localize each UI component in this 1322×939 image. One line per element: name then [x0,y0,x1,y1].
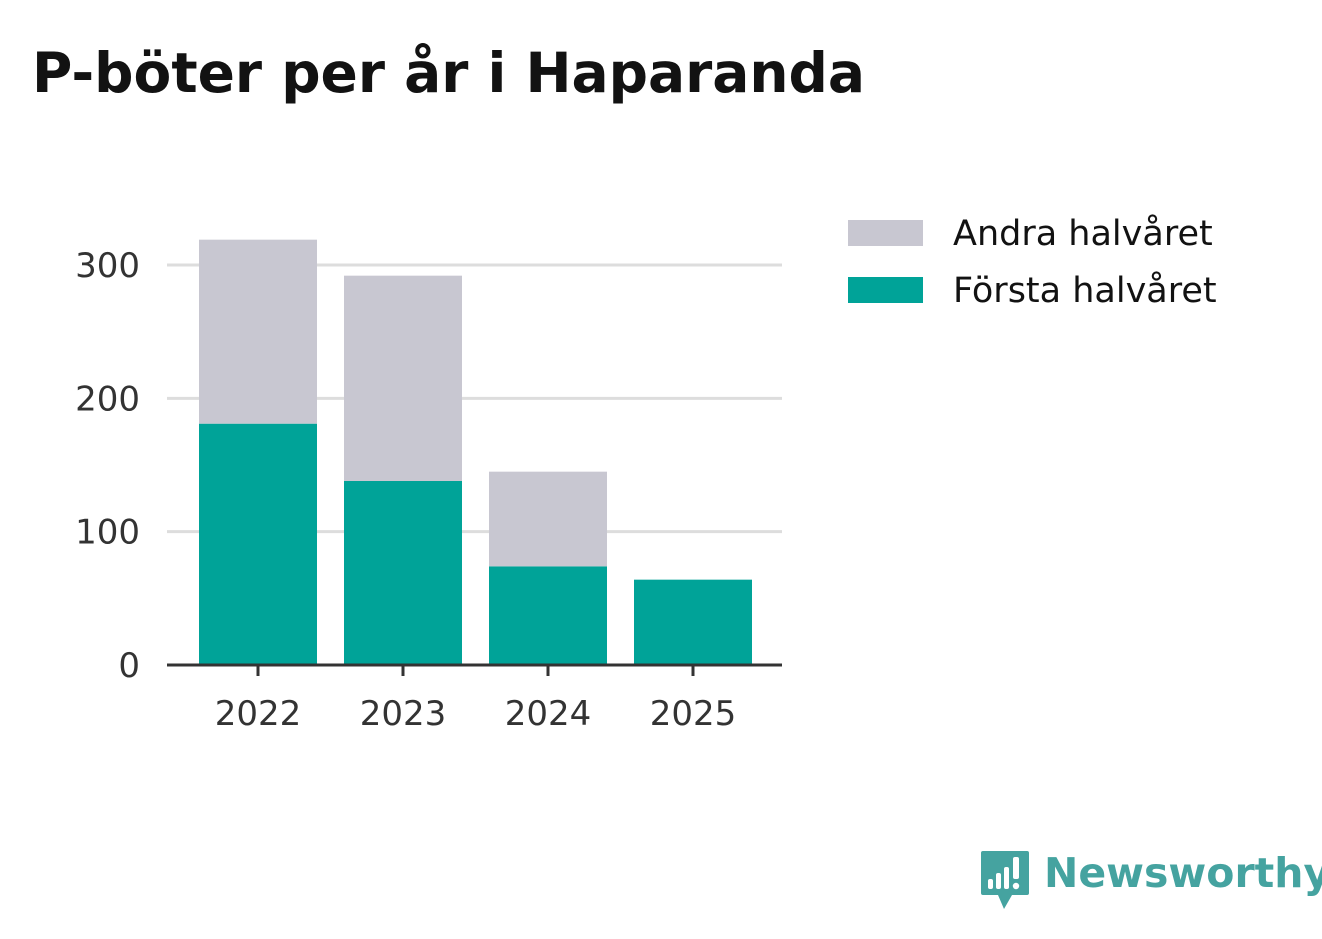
bars [199,239,752,665]
x-tick-label-2022: 2022 [215,694,302,734]
bar-2024-series-0 [489,566,607,665]
bar-2025-series-0 [634,579,752,665]
y-tick-label: 0 [118,646,140,686]
legend-label: Andra halvåret [953,213,1213,254]
bar-2022-series-1 [199,239,317,424]
legend-swatch [848,220,923,246]
y-axis: 0 100 200 300 [75,246,140,686]
newsworthy-logo: Newsworthy [980,849,1322,911]
x-tick-label-2025: 2025 [650,694,737,734]
legend: Andra halvåret Första halvåret [848,213,1217,311]
y-tick-label: 200 [75,379,140,419]
newsworthy-logo-icon [981,851,1029,909]
chart-title: P-böter per år i Haparanda [32,41,866,105]
y-tick-label: 300 [75,246,140,286]
x-axis: 2022 2023 2024 2025 [215,665,737,734]
legend-swatch [848,277,923,303]
x-tick-label-2023: 2023 [360,694,447,734]
y-tick-label: 100 [75,513,140,553]
x-tick-label-2024: 2024 [505,694,592,734]
bar-2023-series-0 [344,481,462,665]
legend-label: Första halvåret [953,270,1217,311]
bar-2023-series-1 [344,275,462,482]
bar-2022-series-0 [199,423,317,665]
bar-2024-series-1 [489,471,607,567]
newsworthy-brand-name: Newsworthy [1044,849,1322,897]
